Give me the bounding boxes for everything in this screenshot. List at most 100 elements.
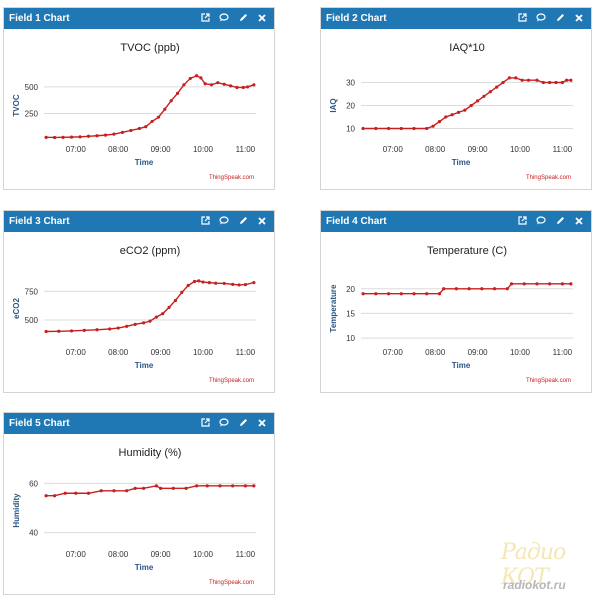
data-point[interactable] <box>535 78 539 82</box>
data-point[interactable] <box>125 489 129 493</box>
data-point[interactable] <box>399 126 403 131</box>
data-point[interactable] <box>86 134 91 138</box>
data-point[interactable] <box>361 292 365 296</box>
pencil-icon[interactable] <box>237 214 249 227</box>
data-point[interactable] <box>129 128 133 133</box>
data-point[interactable] <box>241 85 245 90</box>
data-point[interactable] <box>154 484 158 488</box>
data-point[interactable] <box>243 282 247 287</box>
data-point[interactable] <box>137 126 141 131</box>
data-point[interactable] <box>535 282 539 286</box>
data-point[interactable] <box>53 135 57 140</box>
external-link-icon[interactable] <box>199 214 211 227</box>
data-point[interactable] <box>163 107 167 111</box>
data-point[interactable] <box>171 486 175 490</box>
external-link-icon[interactable] <box>516 214 528 227</box>
data-point[interactable] <box>61 135 65 139</box>
data-point[interactable] <box>216 81 220 85</box>
data-point[interactable] <box>195 74 199 78</box>
data-point[interactable] <box>569 78 573 82</box>
data-point[interactable] <box>103 133 108 137</box>
data-point[interactable] <box>431 124 435 128</box>
data-point[interactable] <box>197 279 201 283</box>
data-point[interactable] <box>173 298 178 303</box>
data-point[interactable] <box>482 94 486 98</box>
data-point[interactable] <box>86 491 91 495</box>
data-point[interactable] <box>501 80 505 85</box>
data-point[interactable] <box>565 78 569 82</box>
data-point[interactable] <box>175 91 180 95</box>
data-point[interactable] <box>480 287 484 291</box>
data-point[interactable] <box>231 484 235 488</box>
data-point[interactable] <box>169 99 173 103</box>
data-point[interactable] <box>133 486 137 490</box>
data-point[interactable] <box>235 85 239 90</box>
data-point[interactable] <box>44 135 48 139</box>
data-point[interactable] <box>541 80 545 85</box>
data-point[interactable] <box>252 83 256 87</box>
data-point[interactable] <box>112 132 116 136</box>
data-point[interactable] <box>203 82 207 86</box>
data-point[interactable] <box>463 108 467 112</box>
data-point[interactable] <box>386 126 391 131</box>
external-link-icon[interactable] <box>199 416 211 429</box>
data-point[interactable] <box>53 494 57 498</box>
data-point[interactable] <box>144 125 148 129</box>
data-point[interactable] <box>95 328 99 332</box>
data-point[interactable] <box>425 126 429 131</box>
data-point[interactable] <box>476 99 480 103</box>
thingspeak-credit-link[interactable]: ThingSpeak.com <box>209 378 254 384</box>
comment-icon[interactable] <box>535 214 547 227</box>
data-point[interactable] <box>450 113 454 117</box>
data-point[interactable] <box>386 292 391 296</box>
external-link-icon[interactable] <box>199 11 211 24</box>
data-point[interactable] <box>154 315 158 319</box>
data-point[interactable] <box>69 135 74 139</box>
thingspeak-credit-link[interactable]: ThingSpeak.com <box>209 580 254 586</box>
data-point[interactable] <box>188 76 192 81</box>
data-point[interactable] <box>454 287 458 291</box>
data-point[interactable] <box>82 328 86 332</box>
data-point[interactable] <box>488 90 492 94</box>
data-point[interactable] <box>133 322 137 326</box>
comment-icon[interactable] <box>218 214 230 227</box>
data-point[interactable] <box>492 287 497 291</box>
data-point[interactable] <box>514 76 518 80</box>
close-icon[interactable] <box>573 214 585 227</box>
data-point[interactable] <box>560 80 564 85</box>
data-point[interactable] <box>142 321 146 325</box>
data-point[interactable] <box>95 134 99 138</box>
data-point[interactable] <box>495 85 499 89</box>
data-point[interactable] <box>74 491 78 495</box>
data-point[interactable] <box>569 282 573 286</box>
data-point[interactable] <box>437 292 442 296</box>
data-point[interactable] <box>186 283 190 288</box>
data-point[interactable] <box>554 80 558 85</box>
data-point[interactable] <box>361 126 365 131</box>
data-point[interactable] <box>120 130 125 134</box>
data-point[interactable] <box>184 486 188 490</box>
data-point[interactable] <box>148 319 152 323</box>
close-icon[interactable] <box>256 416 268 429</box>
data-point[interactable] <box>425 292 429 296</box>
data-point[interactable] <box>63 491 67 495</box>
data-point[interactable] <box>44 494 48 498</box>
pencil-icon[interactable] <box>237 416 249 429</box>
pencil-icon[interactable] <box>554 214 566 227</box>
comment-icon[interactable] <box>218 11 230 24</box>
data-point[interactable] <box>195 484 199 488</box>
data-point[interactable] <box>412 126 416 131</box>
data-point[interactable] <box>142 486 146 490</box>
data-point[interactable] <box>112 489 116 493</box>
data-point[interactable] <box>237 283 241 287</box>
data-point[interactable] <box>201 280 205 284</box>
thingspeak-credit-link[interactable]: ThingSpeak.com <box>209 175 254 181</box>
data-point[interactable] <box>522 282 526 286</box>
data-point[interactable] <box>444 115 448 119</box>
data-point[interactable] <box>159 486 163 490</box>
close-icon[interactable] <box>256 11 268 24</box>
data-point[interactable] <box>374 126 378 131</box>
data-point[interactable] <box>205 484 209 488</box>
close-icon[interactable] <box>573 11 585 24</box>
pencil-icon[interactable] <box>237 11 249 24</box>
